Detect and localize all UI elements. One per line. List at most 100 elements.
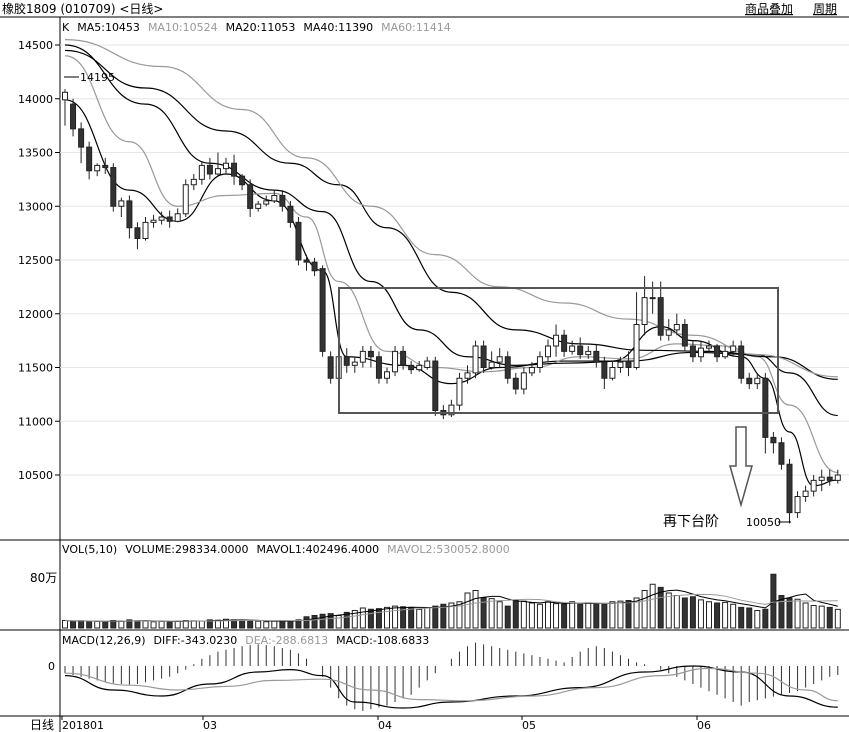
volume-bar bbox=[834, 608, 841, 629]
candle-body bbox=[263, 200, 270, 205]
candle-body bbox=[102, 164, 109, 169]
price-tick-labels: 14500 14000 13500 13000 12500 12000 11500 11000… bbox=[18, 39, 60, 482]
candle-body bbox=[311, 261, 318, 272]
volume-bar bbox=[794, 598, 801, 629]
candle-body bbox=[295, 221, 302, 261]
volume-bar bbox=[102, 621, 109, 629]
macd-dea-line bbox=[64, 667, 838, 702]
candle-body bbox=[826, 476, 833, 481]
legend-item: VOLUME:298334.0000 bbox=[125, 543, 248, 556]
tick-label: 13000 bbox=[18, 200, 53, 213]
candle-body bbox=[174, 213, 181, 222]
candle-body bbox=[633, 324, 640, 368]
legend-item: MA40:11390 bbox=[303, 21, 373, 34]
tick-label: 10500 bbox=[18, 469, 53, 482]
volume-bar bbox=[754, 610, 761, 629]
volume-bar bbox=[126, 619, 133, 629]
volume-bar bbox=[456, 601, 463, 629]
volume-bar bbox=[665, 592, 672, 629]
candle-body bbox=[585, 350, 592, 356]
volume-bar bbox=[375, 608, 382, 629]
volume-bar bbox=[182, 620, 189, 629]
high-marker: 14195 bbox=[80, 71, 115, 84]
legend-item: MA10:10524 bbox=[148, 21, 218, 34]
legend-item: MAVOL1:402496.4000 bbox=[256, 543, 379, 556]
legend-item: VOL(5,10) bbox=[62, 543, 117, 556]
volume-bar bbox=[681, 597, 688, 629]
candle-body bbox=[231, 162, 238, 177]
candle-body bbox=[520, 372, 527, 390]
candle-body bbox=[738, 345, 745, 379]
candle-body bbox=[271, 195, 278, 202]
candle-body bbox=[400, 350, 407, 366]
candle-body bbox=[94, 164, 101, 172]
volume-bar bbox=[367, 608, 374, 629]
candle-body bbox=[770, 436, 777, 444]
volume-bar bbox=[255, 620, 262, 629]
date-label: 03 bbox=[203, 719, 217, 732]
legend-item: MAVOL2:530052.8000 bbox=[387, 543, 510, 556]
volume-bar bbox=[786, 597, 793, 629]
volume-bar bbox=[359, 607, 366, 629]
candle-body bbox=[247, 184, 254, 209]
candle-body bbox=[464, 372, 471, 379]
candle-body bbox=[480, 345, 487, 368]
legend-item: MA5:10453 bbox=[77, 21, 140, 34]
candle-body bbox=[617, 361, 624, 368]
candle-body bbox=[86, 146, 93, 172]
candle-body bbox=[810, 479, 817, 492]
overlay-button[interactable]: 商品叠加 bbox=[745, 1, 793, 16]
candle-body bbox=[150, 219, 157, 223]
volume-bar bbox=[174, 620, 181, 629]
candle-body bbox=[392, 350, 399, 373]
legend-item: MA60:11414 bbox=[381, 21, 451, 34]
candle-body bbox=[786, 463, 793, 514]
volume-bar bbox=[746, 607, 753, 629]
candle-body bbox=[359, 350, 366, 363]
candle-body bbox=[488, 361, 495, 368]
candle-body bbox=[424, 360, 431, 368]
volume-bar bbox=[327, 613, 334, 629]
candle-body bbox=[794, 496, 801, 514]
candle-body bbox=[609, 367, 616, 379]
candle-body bbox=[126, 200, 133, 229]
candle-body bbox=[834, 474, 841, 481]
volume-bar bbox=[826, 606, 833, 629]
volume-bar bbox=[818, 605, 825, 629]
candle-body bbox=[593, 350, 600, 363]
moving-average-lines bbox=[64, 39, 838, 487]
volume-bar bbox=[416, 608, 423, 629]
candle-body bbox=[448, 404, 455, 416]
candle-body bbox=[673, 324, 680, 331]
legend-item: MACD(12,26,9) bbox=[62, 634, 146, 647]
ma-line-ma40 bbox=[64, 49, 838, 380]
candle-body bbox=[496, 356, 503, 363]
candle-body bbox=[472, 345, 479, 374]
low-marker: 10050 bbox=[746, 516, 781, 529]
candle-body bbox=[70, 103, 77, 130]
volume-ma-line bbox=[64, 593, 838, 622]
candle-body bbox=[601, 361, 608, 379]
period-button[interactable]: 周期 bbox=[813, 2, 837, 16]
candle-body bbox=[649, 297, 656, 300]
candle-body bbox=[641, 297, 648, 325]
volume-bar bbox=[673, 595, 680, 629]
date-labels: 201801 03 04 05 06 bbox=[61, 716, 711, 732]
volume-axis-label: 80万 bbox=[30, 571, 57, 585]
volume-bar bbox=[223, 618, 229, 629]
candle-body bbox=[561, 334, 568, 352]
candle-body bbox=[158, 216, 165, 221]
volume-bar bbox=[697, 599, 704, 629]
volume-bar bbox=[633, 597, 640, 629]
candle-body bbox=[802, 490, 809, 497]
candle-body bbox=[223, 162, 229, 170]
candle-body bbox=[456, 377, 463, 406]
candle-body bbox=[239, 175, 246, 186]
candle-body bbox=[569, 345, 576, 352]
volume-bar bbox=[561, 603, 568, 629]
volume-bar bbox=[158, 620, 165, 629]
candle-body bbox=[762, 377, 769, 438]
volume-bar bbox=[657, 586, 664, 629]
legend-item: DIFF:-343.0230 bbox=[154, 634, 238, 647]
candle-body bbox=[343, 356, 350, 366]
